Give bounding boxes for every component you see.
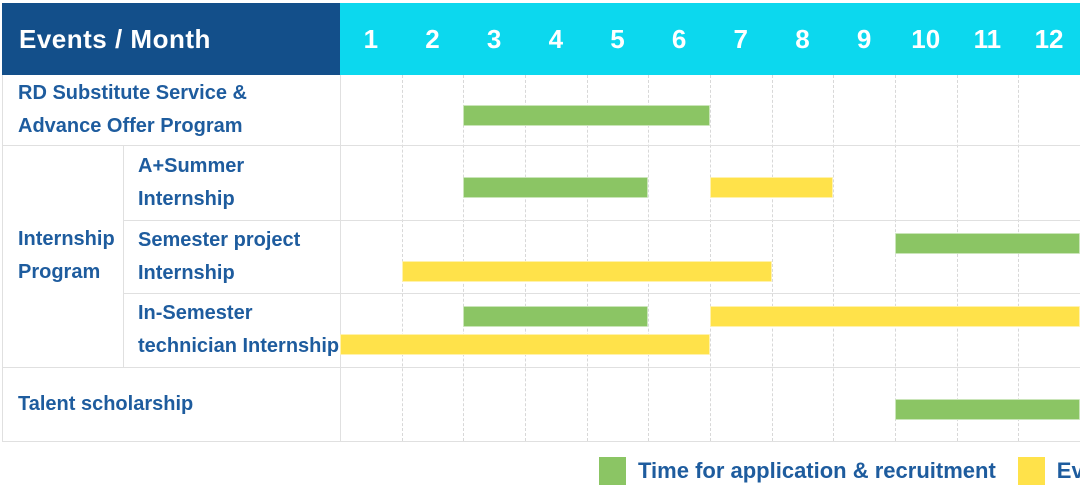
legend-label-application: Time for application & recruitment (638, 458, 996, 483)
row-label-in-semester-technician: In-Semester technician Internship (123, 293, 340, 367)
month-gridline (1018, 75, 1020, 441)
gantt-bar-event (710, 306, 1080, 327)
month-header: 1 2 3 4 5 6 7 8 9 10 11 12 (340, 3, 1080, 75)
gantt-bar-application (463, 306, 649, 327)
month-gridline (586, 75, 588, 441)
row-label-talent-scholarship: Talent scholarship (2, 367, 340, 441)
month-gridline (956, 75, 958, 441)
gantt-bar-event (401, 261, 772, 282)
group-label-internship-program: Internship Program (2, 145, 123, 367)
gantt-bar-event (710, 177, 834, 198)
page-title: Events / Month (19, 23, 211, 54)
row-label-line: Internship (138, 261, 235, 284)
row-label-line: technician Internship (138, 335, 340, 357)
month-label: 4 (548, 23, 564, 54)
row-label-rd-substitute: RD Substitute Service & Advance Offer Pr… (2, 75, 340, 145)
table-border (2, 441, 1080, 442)
month-label: 5 (610, 23, 625, 54)
legend-item-events: Events (1017, 457, 1080, 485)
row-label-line: In-Semester (138, 302, 253, 324)
table-border (2, 367, 1080, 368)
row-label-line: Internship (138, 187, 235, 210)
month-label: 9 (856, 23, 872, 54)
table-border (123, 220, 1080, 221)
month-gridline (771, 75, 773, 441)
legend: Time for application & recruitment Event… (599, 457, 1080, 485)
row-label-line: RD Substitute Service & (18, 82, 247, 104)
legend-swatch-yellow (1017, 457, 1045, 485)
month-label: 10 (911, 23, 941, 54)
gantt-bar-event (340, 334, 710, 355)
table-border (123, 293, 1080, 294)
month-gridline (525, 75, 526, 441)
legend-swatch-green (599, 457, 626, 485)
group-label-line: Internship (18, 228, 115, 250)
month-label: 12 (1034, 23, 1064, 54)
gantt-bar-application (895, 398, 1080, 420)
month-gridline (648, 75, 650, 441)
table-border (2, 145, 1080, 146)
month-gridline (463, 75, 465, 441)
month-label: 6 (671, 23, 687, 54)
table-border (340, 75, 341, 441)
month-label: 7 (733, 23, 748, 54)
month-label: 2 (425, 23, 440, 54)
table-border (2, 75, 3, 441)
gantt-bar-application (463, 177, 649, 198)
month-label: 3 (486, 23, 502, 54)
month-label: 8 (795, 23, 810, 54)
header-title-cell: Events / Month (2, 3, 340, 75)
month-gridline (895, 75, 896, 441)
month-gridline (710, 75, 711, 441)
row-label-a-plus-summer: A+Summer Internship (123, 145, 340, 220)
row-label-line: Talent scholarship (18, 392, 194, 415)
legend-label-events: Events (1056, 458, 1080, 483)
month-gridline (833, 75, 835, 441)
row-label-line: Advance Offer Program (18, 115, 243, 137)
month-label: 11 (973, 23, 1002, 54)
row-label-semester-project: Semester project Internship (123, 220, 340, 293)
month-label: 1 (363, 23, 379, 54)
group-label-line: Program (18, 261, 101, 283)
legend-item-application: Time for application & recruitment (599, 457, 996, 485)
gantt-bar-application (463, 104, 710, 126)
row-label-line: A+Summer (138, 154, 245, 177)
month-gridline (401, 75, 403, 441)
gantt-bar-application (895, 233, 1080, 254)
table-border (123, 145, 124, 367)
row-label-line: Semester project (138, 228, 301, 251)
